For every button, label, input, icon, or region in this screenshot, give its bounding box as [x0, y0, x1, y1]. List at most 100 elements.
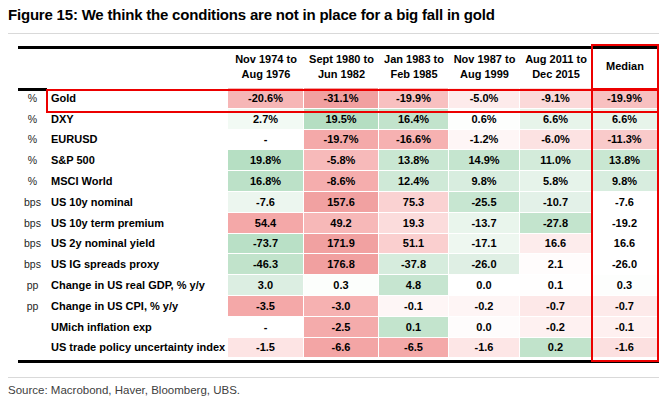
column-header-line: Feb 1985: [390, 67, 437, 81]
table-row: %MSCI World16.8%-8.6%12.4%9.8%5.8%9.8%: [18, 171, 659, 192]
table-cell: 0.3: [592, 275, 658, 296]
row-unit: [18, 317, 48, 338]
column-header: Aug 2011 toDec 2015: [520, 45, 592, 88]
conditions-heatmap-table: Nov 1974 toAug 1976Sept 1980 toJun 1982J…: [18, 45, 659, 358]
table-row: US trade policy uncertainty index-1.5-6.…: [18, 338, 659, 359]
table-cell: 176.8: [304, 254, 379, 275]
table-cell: 16.6: [520, 234, 592, 255]
table-cell: -3.5: [228, 296, 304, 317]
row-unit: pp: [18, 275, 48, 296]
table-cell: -0.1: [592, 317, 658, 338]
column-header-line: Median: [606, 59, 644, 73]
table-cell: 6.6%: [592, 109, 658, 130]
table-cell: -19.2: [592, 213, 658, 234]
row-label: US 2y nominal yield: [48, 234, 228, 255]
table-cell: -6.0%: [520, 130, 592, 151]
column-header: Nov 1987 toAug 1999: [449, 45, 520, 88]
table-row: ppChange in US CPI, % y/y-3.5-3.0-0.1-0.…: [18, 296, 659, 317]
column-header-line: Dec 2015: [532, 67, 580, 81]
table-cell: 14.9%: [449, 150, 520, 171]
column-header: Median: [592, 45, 658, 88]
table-cell: -6.5: [379, 338, 449, 359]
table-cell: -26.0: [592, 254, 658, 275]
figure-panel: Figure 15: We think the conditions are n…: [0, 0, 667, 412]
table-row: %S&P 50019.8%-5.8%13.8%14.9%11.0%13.8%: [18, 150, 659, 171]
row-label: S&P 500: [48, 150, 228, 171]
table-cell: -1.6: [449, 338, 520, 359]
table-cell: -46.3: [228, 254, 304, 275]
row-unit: %: [18, 109, 48, 130]
row-label: Change in US CPI, % y/y: [48, 296, 228, 317]
table-row: UMich inflation exp--2.50.10.0-0.2-0.1: [18, 317, 659, 338]
table-cell: 54.4: [228, 213, 304, 234]
table-cell: -0.7: [592, 296, 658, 317]
table-cell: -26.0: [449, 254, 520, 275]
table-cell: -27.8: [520, 213, 592, 234]
row-unit: bps: [18, 254, 48, 275]
table-cell: 0.3: [304, 275, 379, 296]
row-label: EURUSD: [48, 130, 228, 151]
table-cell: -5.0%: [449, 88, 520, 109]
table-cell: 3.0: [228, 275, 304, 296]
table-cell: -11.3%: [592, 130, 658, 151]
table-cell: 49.2: [304, 213, 379, 234]
table-cell: 13.8%: [592, 150, 658, 171]
table-cell: 0.1: [379, 317, 449, 338]
table-cell: 9.8%: [449, 171, 520, 192]
row-unit: %: [18, 130, 48, 151]
column-header: Sept 1980 toJun 1982: [304, 45, 379, 88]
row-label: US 10y term premium: [48, 213, 228, 234]
table-cell: 16.4%: [379, 109, 449, 130]
column-header-line: Aug 2011 to: [525, 52, 587, 66]
column-header-line: Aug 1999: [460, 67, 509, 81]
table-cell: -20.6%: [228, 88, 304, 109]
table-cell: -5.8%: [304, 150, 379, 171]
table-cell: -0.1: [379, 296, 449, 317]
row-unit: %: [18, 88, 48, 109]
table-cell: 0.1: [520, 275, 592, 296]
table-cell: 2.7%: [228, 109, 304, 130]
table-cell: -6.6: [304, 338, 379, 359]
table-row: bpsUS 10y nominal-7.6157.675.3-25.5-10.7…: [18, 192, 659, 213]
table-cell: 0.2: [520, 338, 592, 359]
table-row: %EURUSD--19.7%-16.6%-1.2%-6.0%-11.3%: [18, 130, 659, 151]
table-cell: 171.9: [304, 234, 379, 255]
row-label: Gold: [48, 88, 228, 109]
table-cell: 0.6%: [449, 109, 520, 130]
source-divider: [8, 377, 659, 378]
table-cell: -25.5: [449, 192, 520, 213]
table-row: %Gold-20.6%-31.1%-19.9%-5.0%-9.1%-19.9%: [18, 88, 659, 109]
table-cell: -31.1%: [304, 88, 379, 109]
table-cell: -3.0: [304, 296, 379, 317]
table-cell: 13.8%: [379, 150, 449, 171]
table-bottom-border: [18, 360, 659, 363]
table-cell: -0.2: [520, 317, 592, 338]
row-label: US IG spreads proxy: [48, 254, 228, 275]
table-cell: -: [228, 317, 304, 338]
row-label: Change in US real GDP, % y/y: [48, 275, 228, 296]
table-cell: -0.2: [449, 296, 520, 317]
column-header: Jan 1983 toFeb 1985: [379, 45, 449, 88]
column-header-line: Jun 1982: [318, 67, 365, 81]
table-cell: -19.9%: [592, 88, 658, 109]
header-spacer: [18, 45, 228, 88]
table-cell: 16.6: [592, 234, 658, 255]
column-header-line: Sept 1980 to: [309, 52, 374, 66]
table-cell: -1.6: [592, 338, 658, 359]
column-header-line: Aug 1976: [242, 67, 291, 81]
table-row: bpsUS 2y nominal yield-73.7171.951.1-17.…: [18, 234, 659, 255]
table-cell: -13.7: [449, 213, 520, 234]
table-cell: -2.5: [304, 317, 379, 338]
row-label: MSCI World: [48, 171, 228, 192]
row-label: US trade policy uncertainty index: [48, 338, 228, 359]
table-row: bpsUS 10y term premium54.449.219.3-13.7-…: [18, 213, 659, 234]
row-label: UMich inflation exp: [48, 317, 228, 338]
figure-title: Figure 15: We think the conditions are n…: [8, 6, 663, 23]
table-cell: -0.7: [520, 296, 592, 317]
row-unit: bps: [18, 234, 48, 255]
column-header-line: Nov 1987 to: [454, 52, 516, 66]
table-cell: -10.7: [520, 192, 592, 213]
column-header: Nov 1974 toAug 1976: [228, 45, 304, 88]
table-cell: 4.8: [379, 275, 449, 296]
table-cell: 51.1: [379, 234, 449, 255]
